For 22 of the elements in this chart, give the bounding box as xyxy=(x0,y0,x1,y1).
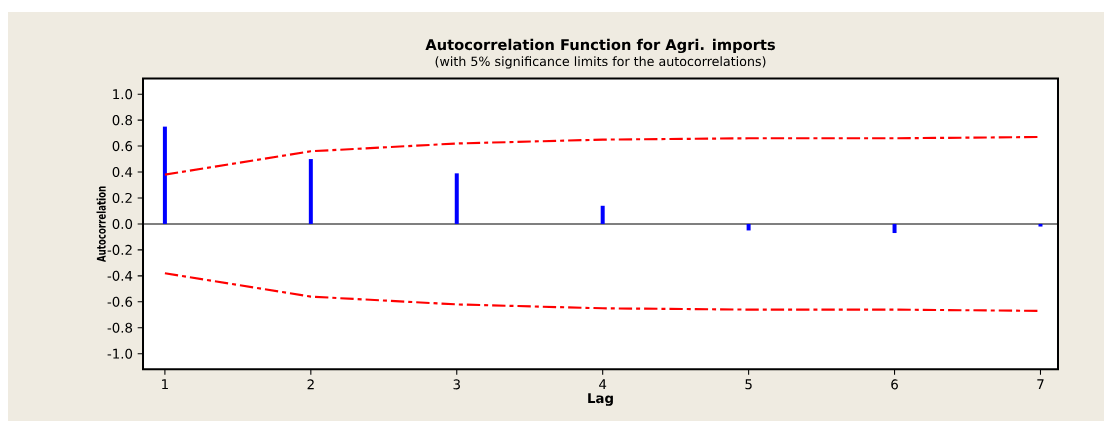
y-axis-title: Autocorrelation xyxy=(96,186,106,263)
x-tick-label: 4 xyxy=(599,379,607,390)
x-tick-label: 3 xyxy=(453,379,460,390)
chart-title: Autocorrelation Function for Agri. imports xyxy=(425,38,775,54)
y-tick-label: 0.4 xyxy=(112,166,133,178)
y-tick-label: 0.8 xyxy=(112,115,133,126)
y-tick-label: -0.6 xyxy=(107,296,133,307)
x-tick-label: 2 xyxy=(307,379,314,390)
y-tick-label: -1.0 xyxy=(107,348,133,359)
y-tick-label: -0.4 xyxy=(107,270,133,281)
y-tick-label: 0.2 xyxy=(112,192,132,204)
x-tick-label: 6 xyxy=(891,379,898,390)
chart-subtitle: (with 5% significance limits for the autocorrelations) xyxy=(435,56,766,69)
y-tick-label: 0.0 xyxy=(112,218,133,229)
x-axis-title: Lag xyxy=(588,393,613,406)
x-tick-label: 1 xyxy=(162,379,168,390)
y-tick-label: -0.2 xyxy=(107,244,132,255)
x-tick-label: 7 xyxy=(1037,379,1044,390)
y-tick-label: 1.0 xyxy=(113,89,133,100)
x-tick-label: 5 xyxy=(745,379,752,390)
y-tick-label: 0.6 xyxy=(112,141,133,152)
y-tick-label: -0.8 xyxy=(107,322,133,333)
